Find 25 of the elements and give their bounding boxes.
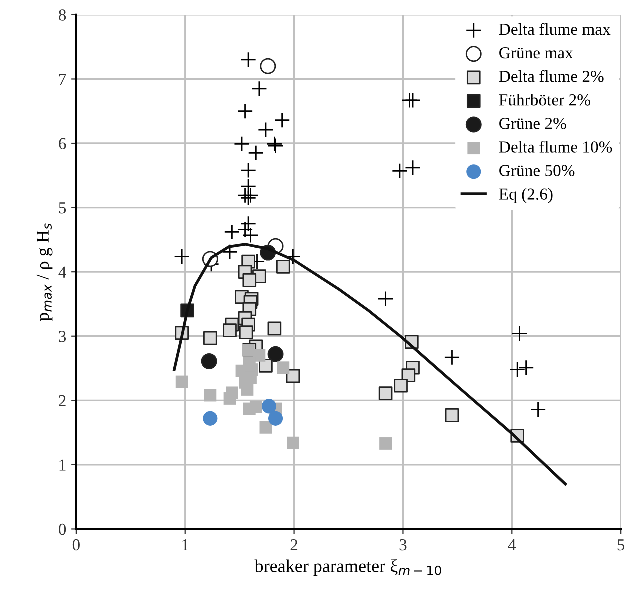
- x-tick-label: 5: [618, 540, 625, 551]
- y-tick-label: 8: [59, 10, 66, 21]
- y-tick-label: 7: [59, 74, 66, 86]
- legend-label: Grüne 50%: [500, 165, 575, 176]
- x-tick-label: 4: [508, 540, 516, 551]
- y-tick-label: 1: [60, 460, 66, 471]
- legend-label: Grüne 2%: [500, 118, 566, 130]
- legend-label: Eq (2.6): [499, 188, 553, 204]
- y-tick-label: 4: [58, 266, 66, 278]
- y-tick-label: 3: [59, 331, 66, 342]
- legend-label: Grüne max: [500, 47, 574, 59]
- x-tick-label: 2: [290, 539, 298, 551]
- legend-label: Delta flume 2%: [499, 70, 604, 82]
- y-axis-title: p$_{max}$ / ρ g H$_{s}$: [36, 224, 53, 322]
- x-tick-label: 3: [400, 539, 407, 551]
- y-tick-label: 2: [59, 395, 66, 406]
- y-tick-label: 6: [59, 138, 66, 150]
- legend-label: Delta flume max: [499, 23, 611, 36]
- y-tick-label: 5: [59, 202, 66, 214]
- x-tick-label: 0: [72, 539, 80, 551]
- legend-label: Delta flume 10%: [499, 140, 612, 153]
- y-tick-label: 0: [59, 524, 66, 536]
- x-axis-title: breaker parameter ξ$_{m−10}$: [254, 560, 442, 576]
- x-tick-label: 1: [182, 540, 189, 551]
- legend-label: Führböter 2%: [499, 94, 590, 106]
